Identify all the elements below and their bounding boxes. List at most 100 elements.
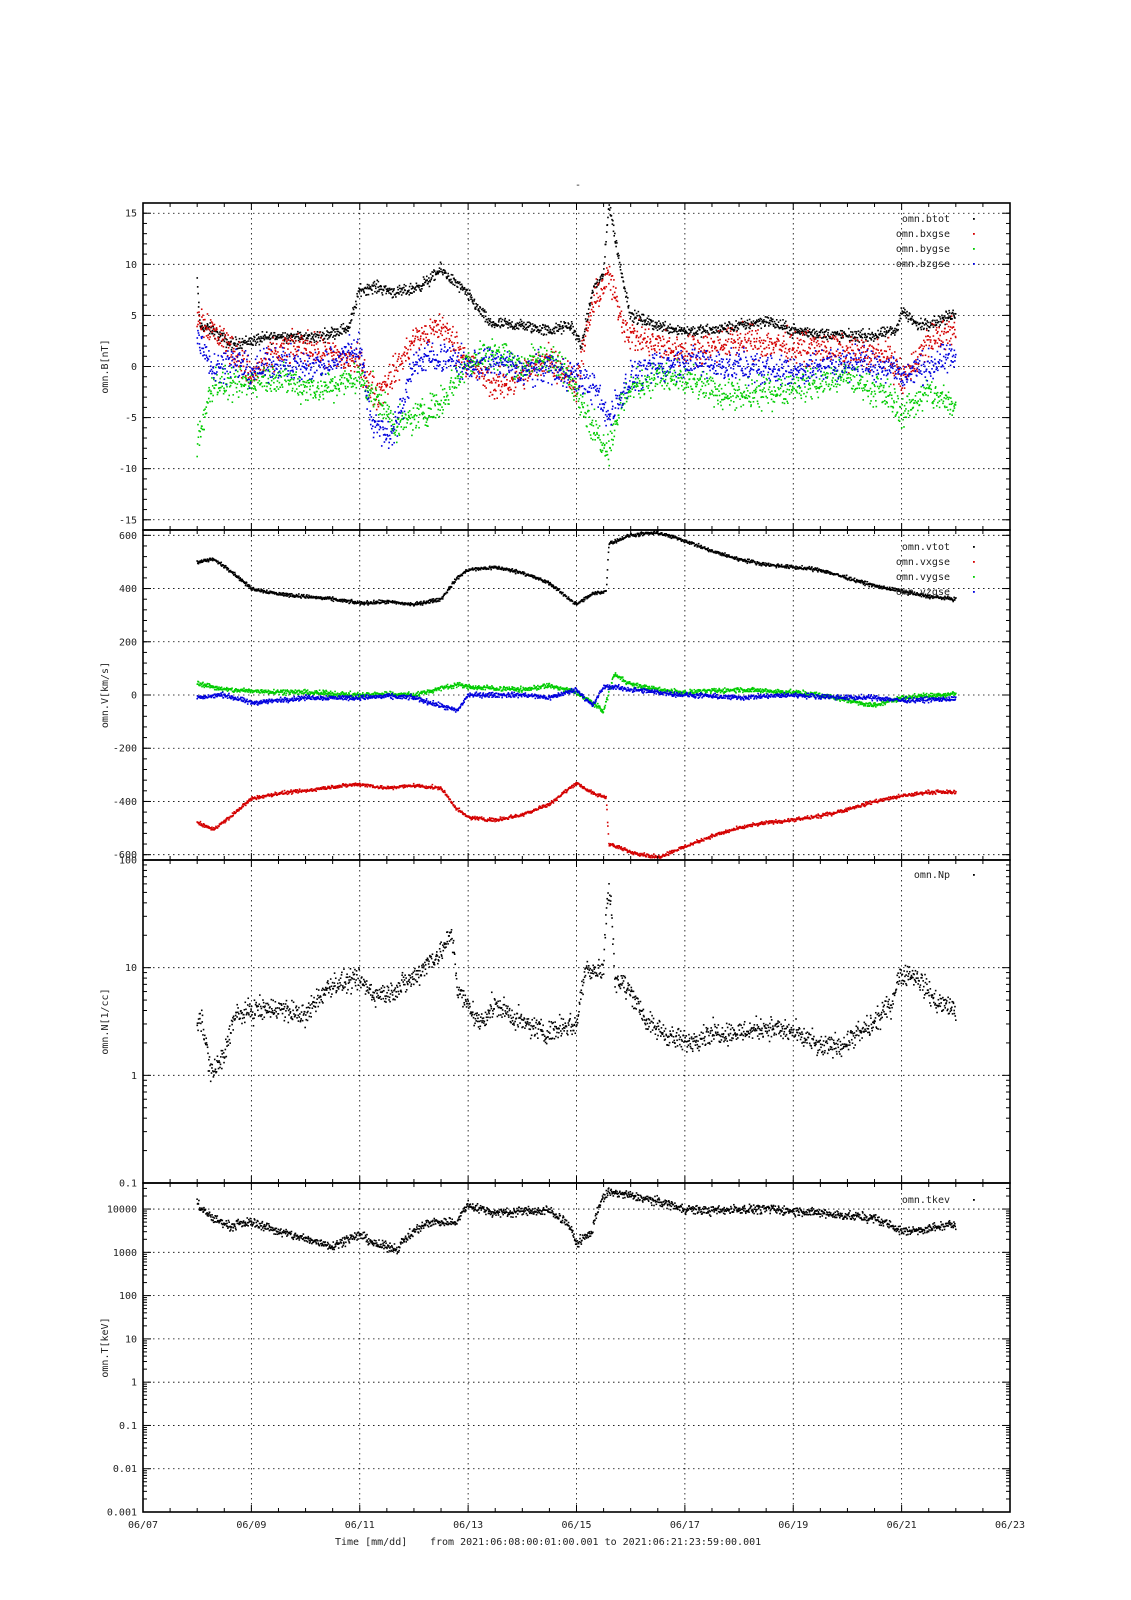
data-point bbox=[265, 337, 267, 340]
data-point bbox=[306, 379, 309, 382]
data-point bbox=[637, 377, 640, 380]
data-point bbox=[327, 342, 329, 344]
data-point bbox=[816, 332, 819, 335]
data-point bbox=[727, 338, 730, 340]
data-point bbox=[711, 350, 714, 352]
data-point bbox=[817, 343, 820, 345]
data-point bbox=[624, 290, 627, 293]
data-point bbox=[698, 342, 701, 345]
data-point bbox=[377, 280, 380, 283]
data-point bbox=[375, 283, 378, 285]
data-point bbox=[422, 276, 425, 278]
data-point bbox=[270, 332, 273, 334]
data-point bbox=[639, 390, 642, 392]
data-point bbox=[604, 256, 606, 258]
data-point bbox=[284, 332, 286, 334]
data-point bbox=[840, 337, 843, 339]
data-point bbox=[721, 408, 724, 411]
data-point bbox=[570, 327, 573, 330]
data-point bbox=[875, 399, 877, 402]
data-point bbox=[293, 373, 296, 376]
data-point bbox=[873, 335, 875, 337]
data-point bbox=[350, 347, 353, 349]
data-point bbox=[238, 360, 240, 362]
data-point bbox=[707, 379, 709, 382]
data-point bbox=[836, 338, 838, 340]
data-point bbox=[462, 354, 465, 357]
data-point bbox=[869, 387, 872, 390]
data-point bbox=[680, 328, 683, 331]
data-point bbox=[292, 335, 295, 337]
data-point bbox=[274, 350, 277, 353]
data-point bbox=[782, 335, 785, 337]
data-point bbox=[456, 342, 459, 344]
data-point bbox=[281, 383, 283, 386]
data-point bbox=[454, 349, 457, 351]
data-point bbox=[757, 385, 760, 387]
data-point bbox=[679, 369, 682, 372]
data-point bbox=[232, 394, 235, 396]
data-point bbox=[268, 383, 270, 385]
data-point bbox=[602, 434, 605, 436]
data-point bbox=[791, 388, 793, 391]
data-point bbox=[942, 333, 945, 335]
data-point bbox=[676, 373, 679, 376]
data-point bbox=[642, 389, 645, 391]
data-point bbox=[437, 336, 439, 339]
data-point bbox=[409, 282, 412, 285]
data-point bbox=[863, 333, 865, 336]
data-point bbox=[749, 323, 751, 325]
data-point bbox=[681, 329, 684, 331]
data-point bbox=[674, 374, 676, 377]
data-point bbox=[223, 337, 226, 339]
data-point bbox=[412, 344, 415, 347]
data-point bbox=[387, 413, 390, 415]
data-point bbox=[227, 334, 229, 336]
data-point bbox=[686, 350, 688, 353]
data-point bbox=[334, 387, 337, 390]
data-point bbox=[816, 334, 818, 337]
data-point bbox=[764, 316, 767, 318]
data-point bbox=[568, 386, 571, 388]
data-point bbox=[634, 344, 637, 347]
data-point bbox=[255, 374, 258, 377]
data-point bbox=[666, 382, 669, 385]
data-point bbox=[666, 329, 669, 332]
data-point bbox=[414, 414, 416, 416]
data-point bbox=[388, 405, 390, 408]
data-point bbox=[391, 429, 394, 432]
data-point bbox=[841, 374, 844, 376]
data-point bbox=[368, 394, 370, 396]
data-point bbox=[674, 384, 677, 387]
data-point bbox=[561, 355, 563, 358]
data-point bbox=[675, 327, 677, 330]
data-point bbox=[369, 392, 372, 395]
data-point bbox=[294, 337, 296, 340]
data-point bbox=[797, 346, 799, 349]
data-point bbox=[543, 356, 546, 358]
data-point bbox=[814, 380, 816, 382]
data-point bbox=[727, 332, 730, 335]
data-point bbox=[532, 355, 534, 357]
data-point bbox=[219, 333, 222, 335]
data-point bbox=[216, 330, 218, 333]
data-point bbox=[792, 332, 794, 334]
data-point bbox=[701, 370, 704, 373]
data-point bbox=[696, 333, 698, 336]
data-point bbox=[783, 325, 786, 328]
data-point bbox=[459, 381, 462, 384]
data-point bbox=[618, 417, 620, 419]
data-point bbox=[891, 410, 894, 413]
data-point bbox=[729, 323, 731, 325]
data-point bbox=[332, 336, 334, 338]
data-point bbox=[515, 358, 518, 361]
data-point bbox=[921, 325, 923, 328]
data-point bbox=[549, 328, 552, 331]
data-point bbox=[554, 326, 557, 329]
data-point bbox=[332, 329, 335, 332]
data-point bbox=[624, 397, 626, 399]
data-point bbox=[429, 326, 432, 329]
data-point bbox=[554, 364, 557, 367]
data-point bbox=[665, 350, 668, 353]
data-point bbox=[372, 282, 375, 284]
